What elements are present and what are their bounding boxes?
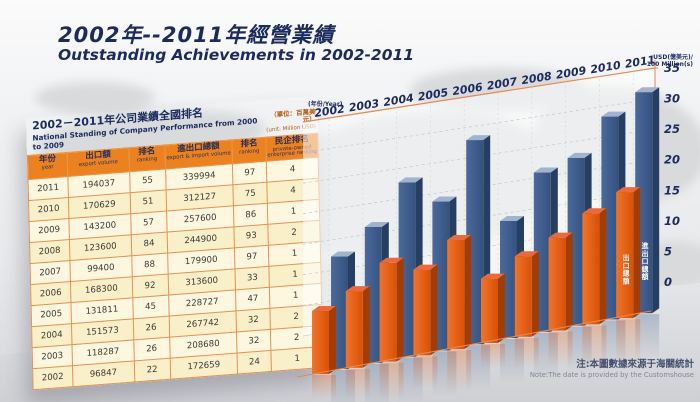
column-header-2: 排名 ranking [128, 144, 166, 172]
year-label-2007: 2007 [486, 75, 519, 93]
bar-reflection [616, 319, 641, 366]
page-title-en: Outstanding Achievements in 2002-2011 [58, 46, 415, 65]
axis-tick-label-35: 35 [664, 61, 680, 75]
year-label-2009: 2009 [555, 64, 588, 82]
note-en: Note:The date is provided by the Customs… [530, 371, 694, 379]
year-cell: 2002 [32, 365, 73, 390]
value-cell: 22 [133, 358, 171, 383]
year-axis-caption: (年份/Year) [308, 100, 343, 108]
axis-tick-label-20: 20 [664, 153, 680, 167]
axis-tick-label-25: 25 [664, 122, 680, 136]
bar-reflection [548, 331, 573, 367]
value-cell: 33 [235, 266, 270, 291]
ranking-table-grid: 年份 year 出口額 export volume 排名 ranking 進出口總額 expo… [26, 132, 324, 391]
column-header-en: ranking [136, 155, 158, 164]
axis-tick-label-30: 30 [664, 92, 680, 106]
value-cell: 93 [234, 224, 269, 248]
bar-orange-2008 [514, 251, 539, 369]
bar-orange-2006 [447, 235, 472, 392]
column-header-0: 年份 year [27, 152, 68, 180]
series-label-export: 出口總額 [621, 253, 629, 285]
value-cell: 97 [232, 161, 267, 185]
year-label-2004: 2004 [382, 91, 414, 109]
bar-orange-2009 [548, 232, 573, 367]
year-label-2003: 2003 [348, 97, 381, 115]
bar-reflection [312, 375, 336, 399]
value-cell: 57 [130, 211, 167, 235]
year-label-2008: 2008 [520, 70, 553, 88]
bar-reflection [447, 350, 472, 392]
ranking-table: 2002－2011年公司業績全國排名 National Standing of … [26, 96, 324, 391]
gridline-15 [302, 189, 656, 245]
axis-unit-line2: 100 Million(s) [647, 61, 694, 68]
column-header-4: 排名 ranking [232, 137, 267, 164]
page-title: 2002年--2011年經營業績 Outstanding Achievement… [58, 23, 415, 65]
value-cell: 32 [236, 329, 272, 354]
value-cell: 32 [236, 308, 271, 333]
year-label-2010: 2010 [589, 59, 622, 77]
axis-unit-line1: USD(億美元)/ [653, 53, 694, 61]
value-cell: 45 [132, 295, 169, 319]
year-label-2002: 2002 [313, 102, 346, 120]
year-label-2011: 2011 [624, 53, 656, 71]
axis-tick-label-0: 0 [664, 275, 672, 289]
bar-reflection [582, 325, 607, 368]
value-cell: 75 [233, 182, 268, 206]
series-label-total: 進出口總額 [640, 241, 648, 281]
year-label-2006: 2006 [451, 80, 484, 98]
column-header-en: ranking [239, 147, 260, 156]
value-cell: 47 [235, 287, 271, 312]
bar-reflection [345, 368, 370, 398]
value-cell: 86 [233, 203, 268, 227]
year-label-2005: 2005 [417, 86, 450, 104]
value-cell: 88 [131, 253, 168, 277]
axis-tick-label-10: 10 [664, 214, 680, 228]
gridline-35 [302, 67, 656, 123]
value-cell: 51 [129, 190, 167, 214]
bar-orange-2002 [312, 305, 336, 399]
bar-orange-2011 [616, 187, 641, 366]
bar-orange-2007 [481, 273, 505, 369]
value-cell: 172659 [169, 353, 238, 380]
value-cell: 24 [237, 350, 272, 375]
page-title-zh: 2002年--2011年經營業績 [58, 23, 335, 47]
value-cell: 97 [234, 245, 270, 270]
axis-tick-label-15: 15 [664, 183, 680, 197]
gridline-25 [302, 128, 656, 184]
bar-orange-2005 [413, 264, 438, 390]
bar-reflection [514, 337, 539, 369]
axis-tick-label-5: 5 [664, 244, 672, 258]
value-cell: 96847 [72, 361, 135, 387]
bar-orange-2004 [379, 257, 404, 401]
bar-baseline [296, 310, 652, 378]
value-cell: 84 [130, 232, 168, 256]
bar-reflection [379, 362, 404, 401]
bar-blue-2011 [635, 87, 660, 361]
gridline-30 [302, 98, 656, 153]
bar-orange-2003 [345, 286, 370, 398]
bar-orange-2010 [582, 208, 607, 368]
value-cell: 26 [132, 316, 170, 341]
value-cell: 55 [129, 169, 166, 193]
bar-reflection [413, 356, 438, 390]
value-cell: 26 [133, 337, 170, 362]
ranking-table-body: 2011 194037 55 339994 97 4 2010 170629 51 312127 7… [28, 157, 324, 390]
gridline-20 [302, 159, 656, 215]
value-cell: 92 [131, 274, 169, 298]
bar-reflection [481, 344, 505, 369]
note-zh: 注:本圖數據來源于海關統計 [576, 358, 694, 370]
